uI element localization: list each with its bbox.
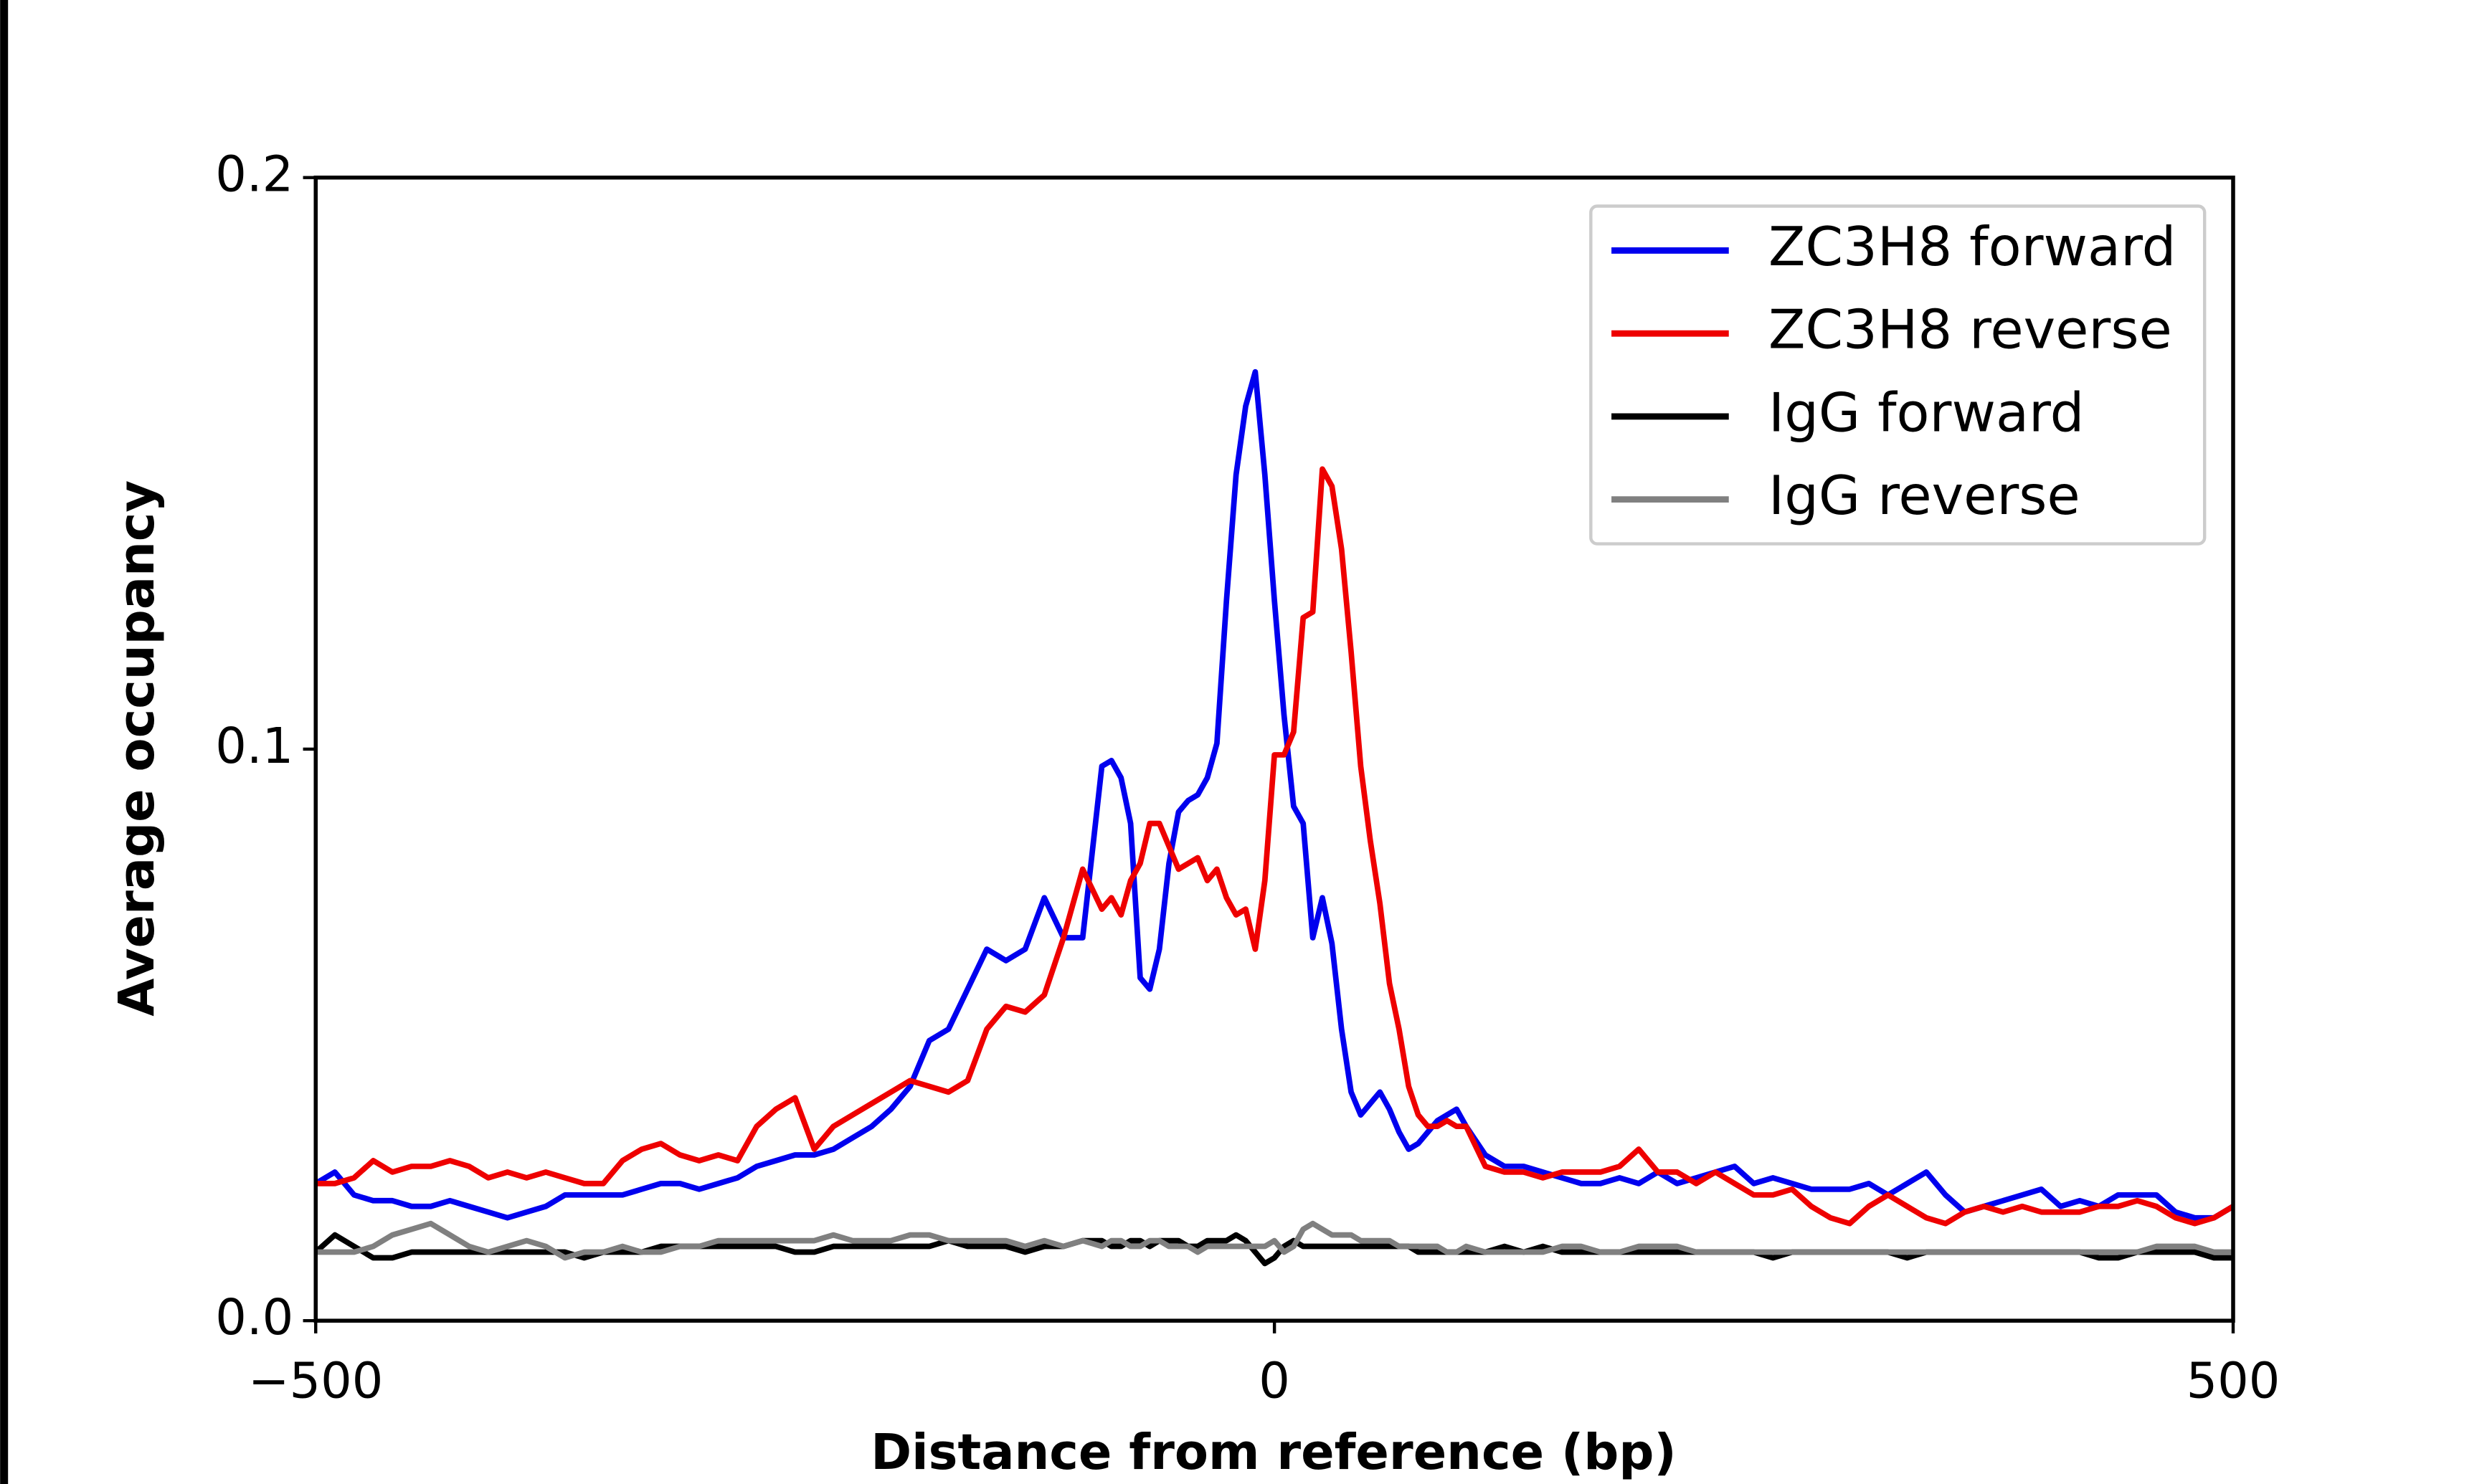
legend-label: ZC3H8 reverse [1768,298,2172,361]
y-tick-label: 0.2 [215,146,293,204]
plot-frame [313,175,2235,1323]
legend-label: ZC3H8 forward [1768,215,2176,278]
y-axis-label: Average occupancy [108,480,166,1017]
data-line [316,1220,2234,1261]
legend-label: IgG forward [1768,381,2084,444]
x-axis-label: Distance from reference (bp) [871,1424,1677,1481]
data-line [316,466,2235,1227]
x-tick-label: 0 [1259,1353,1290,1410]
legend-label: IgG reverse [1768,464,2080,527]
y-tick-label: 0.0 [215,1289,293,1346]
legend-box [1589,204,2207,546]
x-tick-label: −500 [248,1353,383,1410]
data-line [314,368,2235,1221]
x-tick-label: 500 [2187,1353,2280,1410]
left-edge [0,0,9,1484]
y-tick-label: 0.1 [215,718,293,775]
